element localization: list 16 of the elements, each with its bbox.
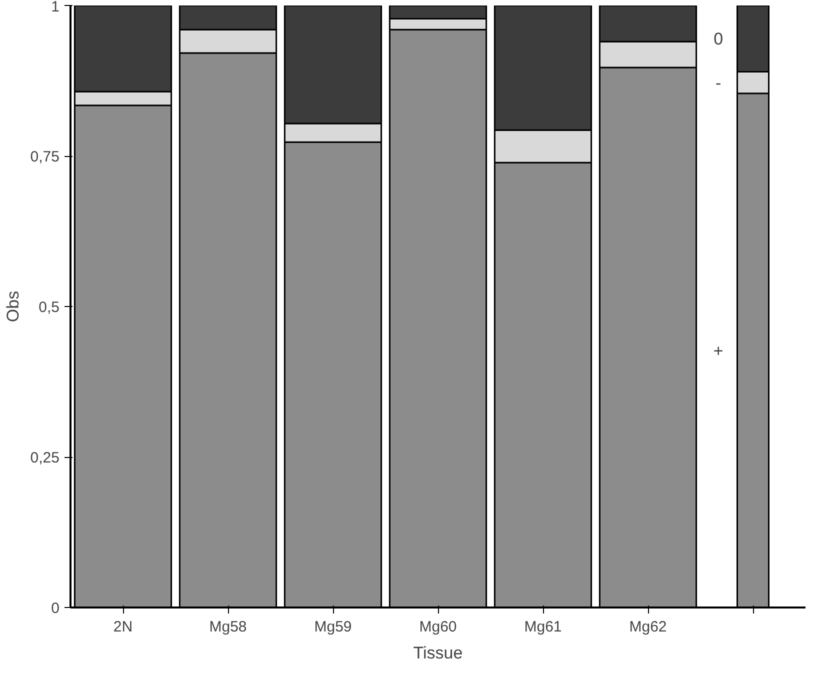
x-tick-label: 2N [113,618,133,636]
series-label: 0 [714,30,724,49]
y-axis-title: Obs [3,290,22,322]
x-tick-label: Mg58 [209,618,247,636]
x-tick-label: Mg60 [419,618,457,636]
x-axis-title: Tissue [413,644,463,662]
y-tick-label: 1 [51,0,60,16]
y-tick-label: 0,75 [30,148,60,166]
y-tick-label: 0 [51,600,60,617]
y-tick-label: 0,25 [30,450,60,466]
series-label: + [713,341,724,360]
x-tick-label: Mg62 [629,618,667,636]
y-tick-label: 0,5 [38,299,60,316]
x-tick-label: Mg61 [524,618,562,636]
series-label: - [716,74,722,93]
x-tick-label: Mg59 [314,618,352,636]
